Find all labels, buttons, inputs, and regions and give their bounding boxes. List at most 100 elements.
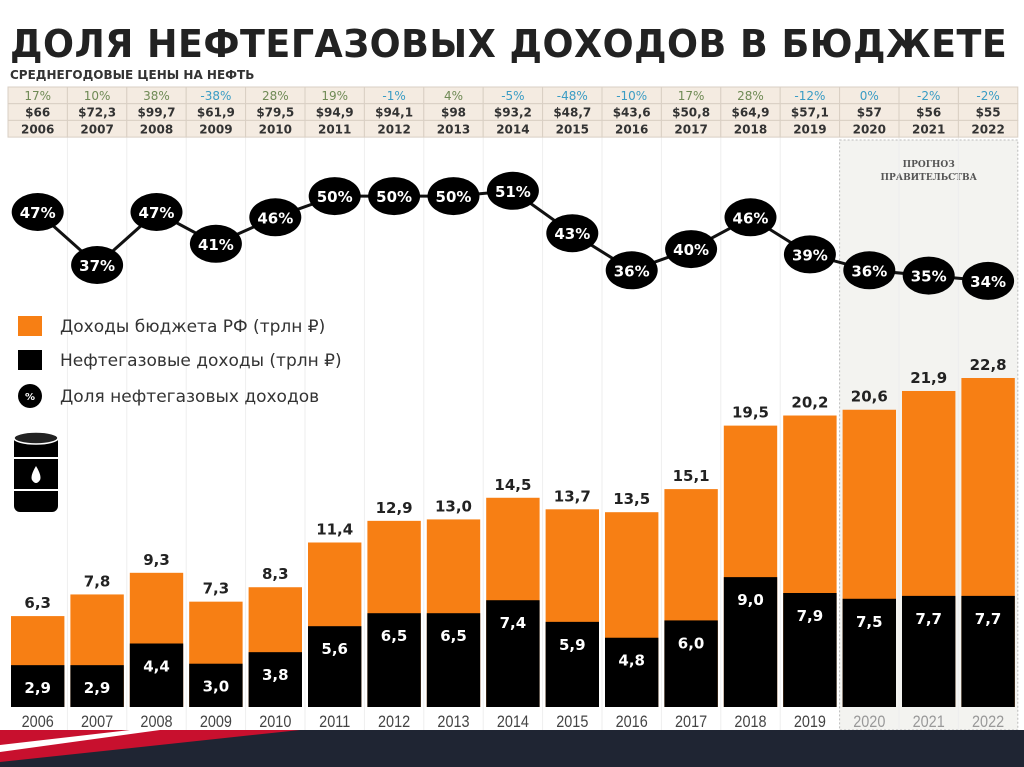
share-marker [249,198,302,237]
price-change-label: 38% [143,89,170,103]
year-header-label: 2010 [259,122,292,136]
bar-oil-gas-revenue [426,613,481,707]
year-header-label: 2019 [793,122,826,136]
total-value-label: 9,3 [143,551,170,569]
legend-swatch-oil-gas [18,350,42,370]
oil-price-label: $94,9 [316,106,354,120]
total-value-label: 13,7 [554,487,591,505]
year-axis-label: 2006 [22,713,54,731]
oil-gas-value-label: 5,6 [321,640,348,658]
price-change-label: 4% [444,89,463,103]
oil-gas-value-label: 6,0 [678,634,705,652]
oil-price-label: $99,7 [138,106,176,120]
oil-gas-value-label: 7,7 [915,610,942,628]
oil-gas-value-label: 4,4 [143,658,170,676]
forecast-label: ПРОГНОЗ [903,160,955,170]
share-marker [605,251,658,290]
year-axis-label: 2017 [675,713,707,731]
oil-price-label: $98 [441,106,466,120]
bar-oil-gas-revenue [367,613,421,707]
total-value-label: 14,5 [494,476,531,494]
share-value-label: 50% [317,188,353,206]
legend-label-revenue: Доходы бюджета РФ (трлн ₽) [60,317,325,337]
year-header-label: 2022 [971,122,1004,136]
year-axis-label: 2007 [81,713,113,731]
price-change-label: -38% [200,89,231,103]
oil-gas-value-label: 2,9 [84,679,111,697]
total-value-label: 19,5 [732,404,769,422]
share-value-label: 36% [614,262,650,280]
oil-price-label: $48,7 [553,106,591,120]
share-marker [843,251,896,290]
year-header-label: 2017 [674,122,707,136]
oil-price-label: $55 [976,106,1001,120]
share-value-label: 39% [792,246,828,264]
year-axis-label: 2021 [913,713,945,731]
share-marker [308,177,361,216]
year-header-label: 2013 [437,122,470,136]
share-value-label: 50% [376,188,412,206]
year-axis-label: 2020 [853,713,885,731]
bar-oil-gas-revenue [189,663,243,707]
share-marker [962,261,1015,300]
year-axis-label: 2022 [972,713,1004,731]
share-value-label: 47% [20,204,56,222]
total-value-label: 20,6 [851,388,888,406]
year-axis-label: 2018 [734,713,766,731]
share-value-label: 47% [139,204,175,222]
oil-gas-value-label: 6,5 [440,627,467,645]
year-header-label: 2018 [734,122,767,136]
oil-price-label: $57 [857,106,882,120]
share-value-label: 36% [851,262,887,280]
price-change-label: 0% [860,89,879,103]
total-value-label: 12,9 [376,499,413,517]
total-value-label: 13,5 [613,490,650,508]
share-marker [189,224,242,263]
share-marker [427,177,480,216]
year-axis-label: 2015 [556,713,588,731]
year-axis-label: 2010 [259,713,291,731]
bar-oil-gas-revenue [545,621,599,707]
bar-oil-gas-revenue [664,620,718,707]
price-change-label: 17% [24,89,51,103]
year-header-label: 2008 [140,122,173,136]
year-header-label: 2016 [615,122,648,136]
share-value-label: 46% [257,209,293,227]
year-header-label: 2014 [496,122,529,136]
legend-swatch-revenue [18,316,42,336]
oil-price-label: $79,5 [256,106,294,120]
year-axis-label: 2011 [319,713,350,731]
oil-price-label: $61,9 [197,106,235,120]
oil-drop-icon [31,466,41,483]
total-value-label: 6,3 [24,594,51,612]
total-value-label: 13,0 [435,497,472,515]
year-axis-label: 2012 [378,713,410,731]
oil-price-label: $64,9 [732,106,770,120]
year-axis-label: 2019 [794,713,826,731]
total-value-label: 20,2 [791,394,828,412]
bar-oil-gas-revenue [11,665,65,707]
price-change-label: -48% [557,89,588,103]
total-value-label: 22,8 [970,356,1007,374]
price-change-label: -5% [501,89,524,103]
share-marker [783,235,836,274]
share-marker [902,256,955,295]
chart-title: ДОЛЯ НЕФТЕГАЗОВЫХ ДОХОДОВ В БЮДЖЕТЕ [10,22,1008,66]
share-marker [368,177,421,216]
year-header-label: 2021 [912,122,945,136]
bar-oil-gas-revenue [129,643,184,707]
share-value-label: 50% [436,188,472,206]
legend-label-oil-gas: Нефтегазовые доходы (трлн ₽) [60,351,342,371]
price-change-label: -2% [976,89,999,103]
oil-price-label: $94,1 [375,106,413,120]
oil-price-label: $72,3 [78,106,116,120]
oil-gas-value-label: 4,8 [618,652,645,670]
oil-gas-value-label: 7,4 [500,614,527,632]
price-change-label: 10% [84,89,111,103]
total-value-label: 8,3 [262,565,289,583]
year-axis-label: 2009 [200,713,232,731]
forecast-label: ПРАВИТЕЛЬСТВА [880,173,977,183]
bar-oil-gas-revenue [783,593,837,707]
share-marker [724,198,777,237]
